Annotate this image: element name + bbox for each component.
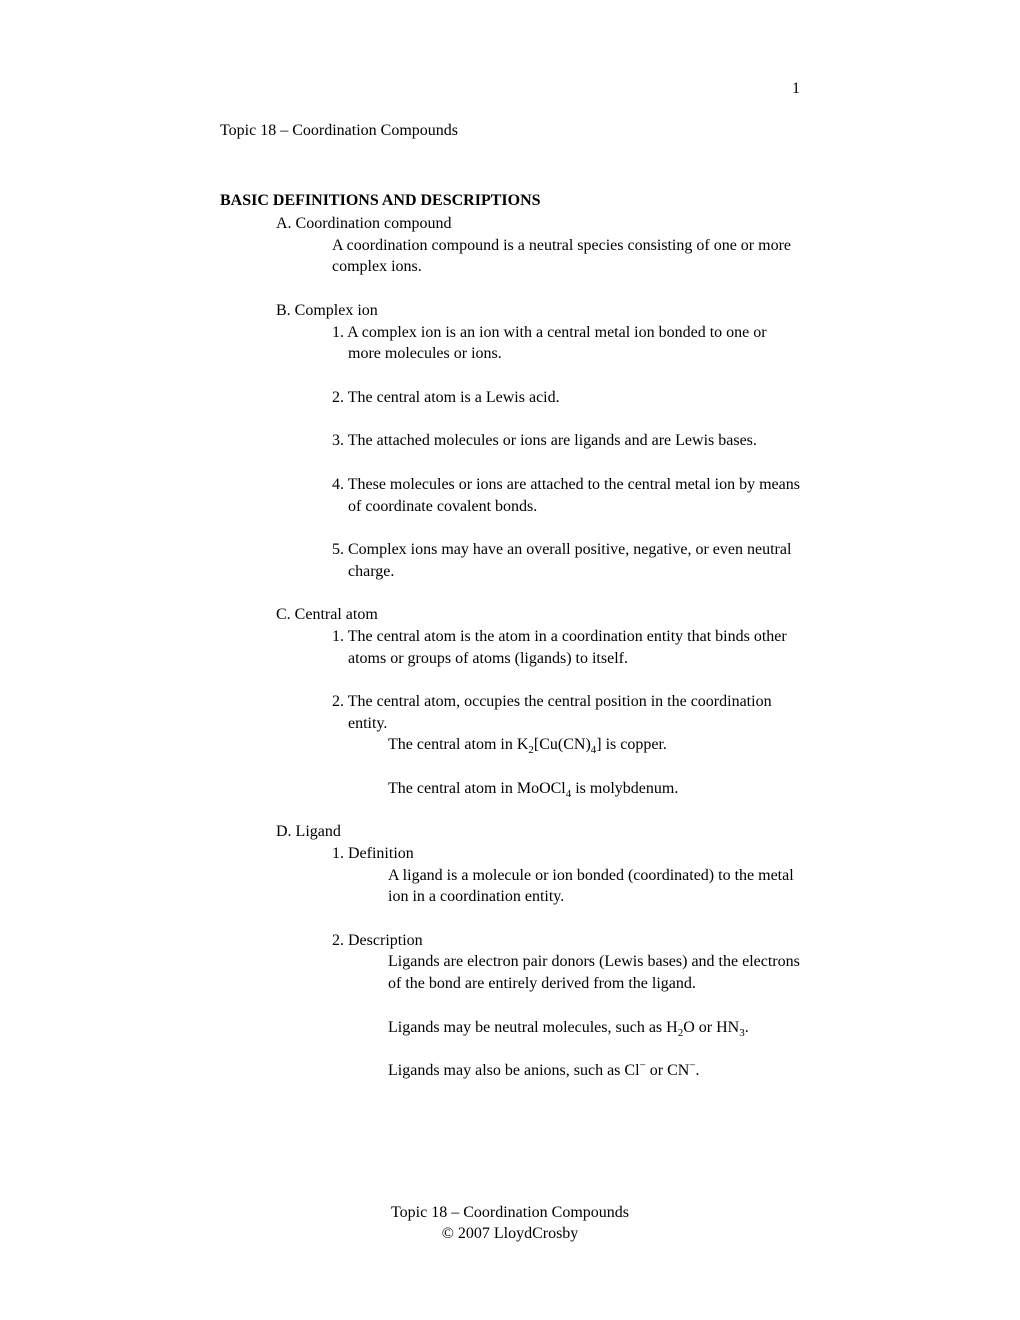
section-d-item2-body2: Ligands may be neutral molecules, such a… (388, 1017, 800, 1039)
section-a-label: A. Coordination compound (276, 213, 800, 235)
section-c-label: C. Central atom (276, 604, 800, 626)
topic-header: Topic 18 – Coordination Compounds (220, 120, 800, 142)
section-c-item1: 1. The central atom is the atom in a coo… (332, 626, 800, 669)
footer-line2: © 2007 LloydCrosby (0, 1223, 1020, 1245)
section-b-item2: 2. The central atom is a Lewis acid. (332, 387, 800, 409)
footer-line1: Topic 18 – Coordination Compounds (0, 1202, 1020, 1224)
section-c-example1: The central atom in K2[Cu(CN)4] is coppe… (388, 734, 800, 756)
section-d-item2-body3: Ligands may also be anions, such as Cl− … (388, 1060, 800, 1082)
section-c-item2: 2. The central atom, occupies the centra… (332, 691, 800, 734)
section-a-body: A coordination compound is a neutral spe… (332, 235, 800, 278)
section-d-item2-body1: Ligands are electron pair donors (Lewis … (388, 951, 800, 994)
page-footer: Topic 18 – Coordination Compounds © 2007… (0, 1202, 1020, 1245)
section-b-item5: 5. Complex ions may have an overall posi… (332, 539, 800, 582)
section-c-example2: The central atom in MoOCl4 is molybdenum… (388, 778, 800, 800)
section-b-item1: 1. A complex ion is an ion with a centra… (332, 322, 800, 365)
section-d-item1-label: 1. Definition (332, 843, 800, 865)
section-d-item2-label: 2. Description (332, 930, 800, 952)
section-b-label: B. Complex ion (276, 300, 800, 322)
section-d-label: D. Ligand (276, 821, 800, 843)
section-title: BASIC DEFINITIONS AND DESCRIPTIONS (220, 190, 800, 212)
section-b-item4: 4. These molecules or ions are attached … (332, 474, 800, 517)
section-b-item3: 3. The attached molecules or ions are li… (332, 430, 800, 452)
page-content: Topic 18 – Coordination Compounds BASIC … (0, 0, 1020, 1082)
page-number: 1 (792, 80, 800, 98)
section-d-item1-body: A ligand is a molecule or ion bonded (co… (388, 865, 800, 908)
